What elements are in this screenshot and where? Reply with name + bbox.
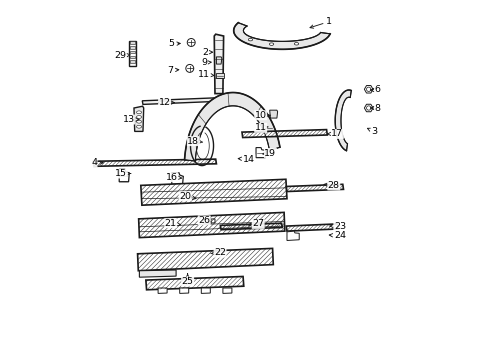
Text: 1: 1	[309, 17, 331, 28]
Text: 23: 23	[329, 222, 345, 231]
Polygon shape	[256, 148, 265, 158]
Text: 11: 11	[198, 70, 214, 79]
Text: 21: 21	[164, 219, 180, 228]
Circle shape	[366, 87, 370, 91]
Text: 22: 22	[210, 248, 225, 257]
Polygon shape	[242, 130, 326, 138]
Text: 6: 6	[370, 85, 380, 94]
Polygon shape	[264, 125, 273, 131]
Text: 15: 15	[115, 169, 130, 178]
Text: 2: 2	[202, 48, 212, 57]
Circle shape	[185, 64, 193, 72]
Text: 12: 12	[158, 98, 174, 107]
Text: 7: 7	[167, 66, 179, 75]
Text: 11: 11	[254, 123, 267, 132]
Bar	[128, 41, 136, 66]
Polygon shape	[220, 223, 282, 230]
Text: 24: 24	[328, 231, 345, 240]
Text: 5: 5	[168, 40, 180, 49]
Polygon shape	[179, 288, 188, 293]
Ellipse shape	[136, 125, 141, 128]
Ellipse shape	[294, 42, 298, 45]
Bar	[130, 46, 135, 49]
Polygon shape	[119, 169, 129, 182]
Polygon shape	[184, 93, 279, 161]
Polygon shape	[285, 184, 343, 192]
Polygon shape	[171, 173, 183, 184]
Text: 27: 27	[248, 219, 264, 228]
Polygon shape	[139, 270, 176, 277]
Ellipse shape	[248, 39, 252, 41]
Text: 13: 13	[122, 115, 139, 124]
Text: 3: 3	[366, 127, 376, 136]
Text: 26: 26	[198, 216, 210, 225]
Ellipse shape	[269, 43, 273, 45]
Text: 17: 17	[327, 129, 343, 138]
Ellipse shape	[136, 111, 141, 114]
Ellipse shape	[158, 101, 172, 104]
Polygon shape	[223, 288, 231, 293]
Polygon shape	[286, 231, 299, 240]
Circle shape	[366, 106, 370, 110]
Text: 19: 19	[262, 149, 276, 158]
Polygon shape	[134, 106, 143, 131]
Text: 8: 8	[370, 104, 380, 112]
Text: 25: 25	[181, 274, 193, 286]
Text: 18: 18	[187, 136, 202, 145]
Ellipse shape	[136, 116, 141, 118]
Polygon shape	[203, 219, 215, 223]
Text: 16: 16	[165, 173, 181, 181]
Text: 9: 9	[201, 58, 211, 67]
Polygon shape	[216, 57, 222, 64]
Bar	[130, 60, 135, 63]
Text: 4: 4	[91, 158, 103, 167]
Polygon shape	[145, 276, 244, 290]
Text: 14: 14	[238, 154, 254, 163]
Bar	[130, 41, 135, 44]
Bar	[130, 56, 135, 58]
Polygon shape	[335, 90, 350, 151]
Text: 10: 10	[254, 111, 269, 120]
Polygon shape	[142, 98, 213, 104]
Polygon shape	[215, 73, 224, 78]
Polygon shape	[285, 224, 337, 231]
Circle shape	[187, 39, 195, 46]
Polygon shape	[269, 110, 277, 118]
Polygon shape	[141, 179, 286, 205]
Polygon shape	[93, 159, 216, 166]
Polygon shape	[139, 212, 284, 238]
Polygon shape	[201, 288, 210, 293]
Ellipse shape	[136, 120, 141, 123]
Polygon shape	[137, 248, 273, 271]
Polygon shape	[233, 23, 329, 49]
Text: 20: 20	[179, 192, 196, 201]
Text: 29: 29	[114, 51, 130, 60]
Polygon shape	[214, 34, 223, 94]
Polygon shape	[158, 288, 167, 293]
Bar	[130, 51, 135, 54]
Text: 28: 28	[323, 181, 339, 190]
